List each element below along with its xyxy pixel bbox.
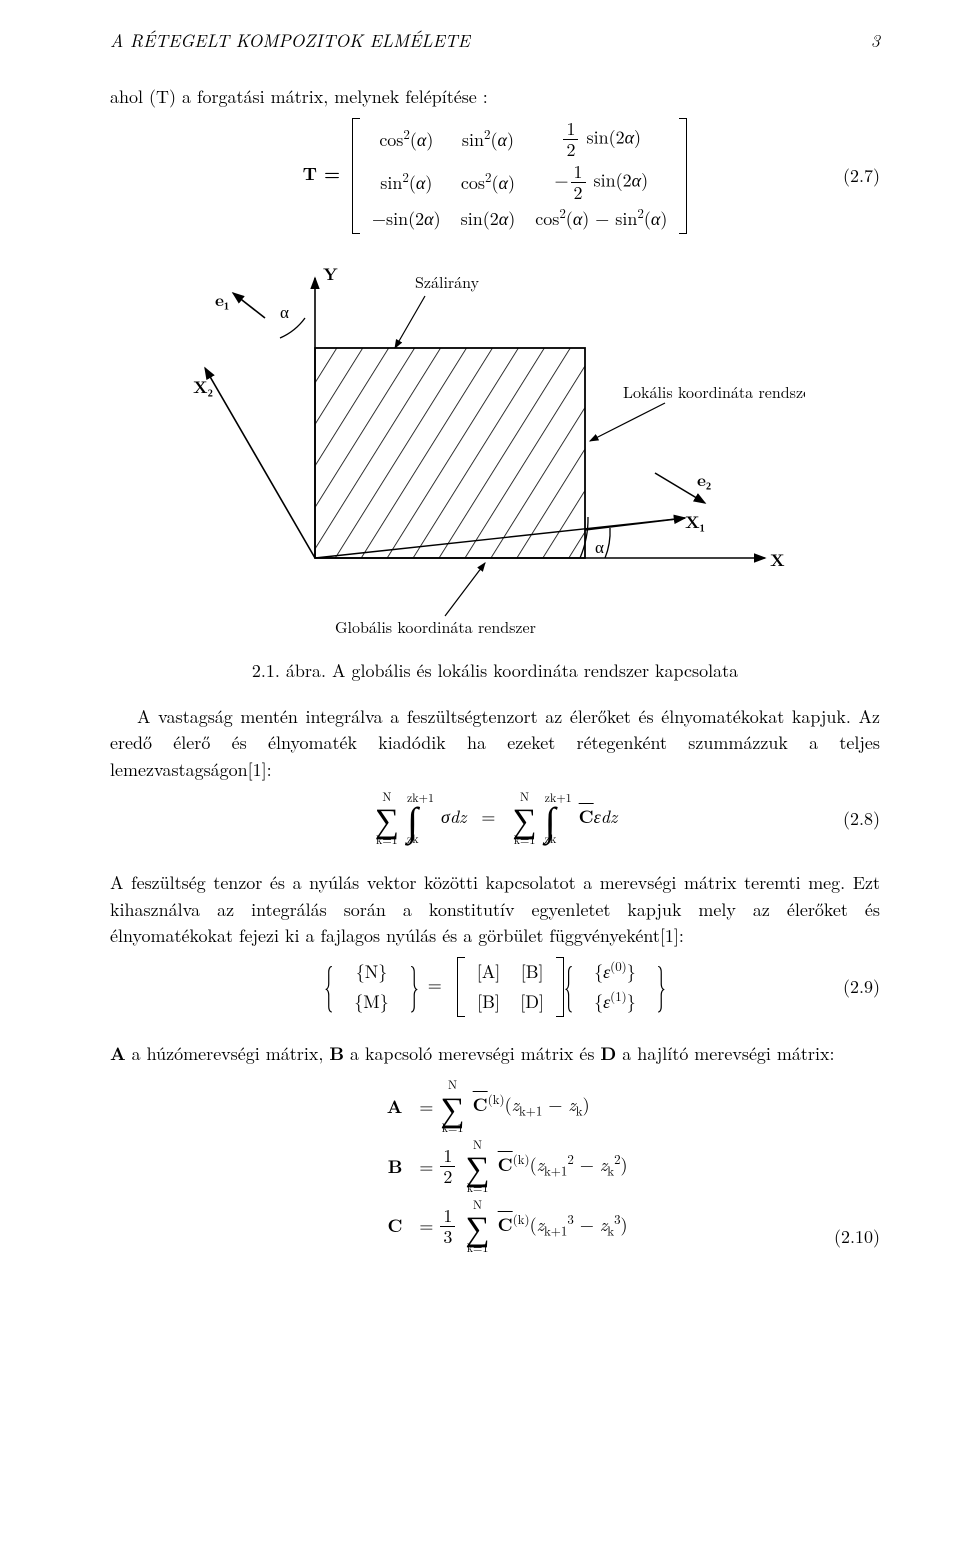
equation-2-7: T = cos2(α) sin2(α) 12 sin(2α) sin2(α) c… bbox=[110, 118, 880, 234]
lbl-e2: e₂ bbox=[697, 468, 711, 492]
m10: sin2(α) bbox=[362, 161, 451, 204]
figure-caption: 2.1. ábra. A globális és lokális koordin… bbox=[110, 658, 880, 684]
body-2: A feszültség tenzor és a nyúlás vektor k… bbox=[110, 870, 880, 948]
lbl-lokal: Lokális koordináta rendszer bbox=[623, 380, 805, 403]
eq27-num: (2.7) bbox=[843, 163, 880, 189]
eq210-num: (2.10) bbox=[834, 1224, 880, 1250]
body-1: A vastagság mentén integrálva a feszülts… bbox=[110, 704, 880, 782]
lbl-alpha-top: α bbox=[280, 299, 289, 323]
running-title: A RÉTEGELT KOMPOZITOK ELMÉLETE bbox=[110, 28, 470, 54]
figure-2-1: e₁ α Y Szálirány X₂ Lokális koordináta r… bbox=[185, 258, 805, 648]
equation-2-8: N∑k=1 zk+1∫zk σdz = N∑k=1 zk+1∫zk Cεdz (… bbox=[110, 791, 880, 847]
eq29-num: (2.9) bbox=[843, 974, 880, 1000]
m21: sin(2α) bbox=[451, 204, 526, 234]
lbl-alpha-bot: α bbox=[595, 534, 604, 558]
m11: cos2(α) bbox=[451, 161, 526, 204]
lbl-e1: e₁ bbox=[215, 288, 229, 312]
lbl-X2: X₂ bbox=[193, 375, 213, 399]
lbl-X: X bbox=[770, 548, 785, 572]
m20: −sin(2α) bbox=[362, 204, 451, 234]
m01: sin2(α) bbox=[451, 118, 526, 161]
page-number: 3 bbox=[871, 28, 880, 54]
lbl-X1: X₁ bbox=[685, 510, 705, 534]
equation-2-9: {N}{M} = [A][B] [B][D] {ε(0)}{ε(1)} (2.9… bbox=[110, 957, 880, 1017]
m00: cos2(α) bbox=[362, 118, 451, 161]
eq27-lhs: T = bbox=[303, 161, 340, 186]
equation-2-10: A= N∑k=1 C(k)(zk+1 − zk) B= 12 N∑k=1 C(k… bbox=[110, 1075, 880, 1258]
m22: cos2(α) − sin2(α) bbox=[525, 204, 677, 234]
lbl-global: Globális koordináta rendszer bbox=[335, 615, 536, 638]
lbl-szal: Szálirány bbox=[415, 270, 480, 293]
m12: −12 sin(2α) bbox=[525, 161, 677, 204]
m02: 12 sin(2α) bbox=[525, 118, 677, 161]
lbl-Y: Y bbox=[323, 262, 338, 286]
eq27-matrix: cos2(α) sin2(α) 12 sin(2α) sin2(α) cos2(… bbox=[352, 118, 687, 234]
body-3: A a húzómerevségi mátrix, B a kapcsoló m… bbox=[110, 1041, 880, 1067]
eq28-num: (2.8) bbox=[843, 806, 880, 832]
intro-text: ahol (T) a forgatási mátrix, melynek fel… bbox=[110, 84, 880, 110]
